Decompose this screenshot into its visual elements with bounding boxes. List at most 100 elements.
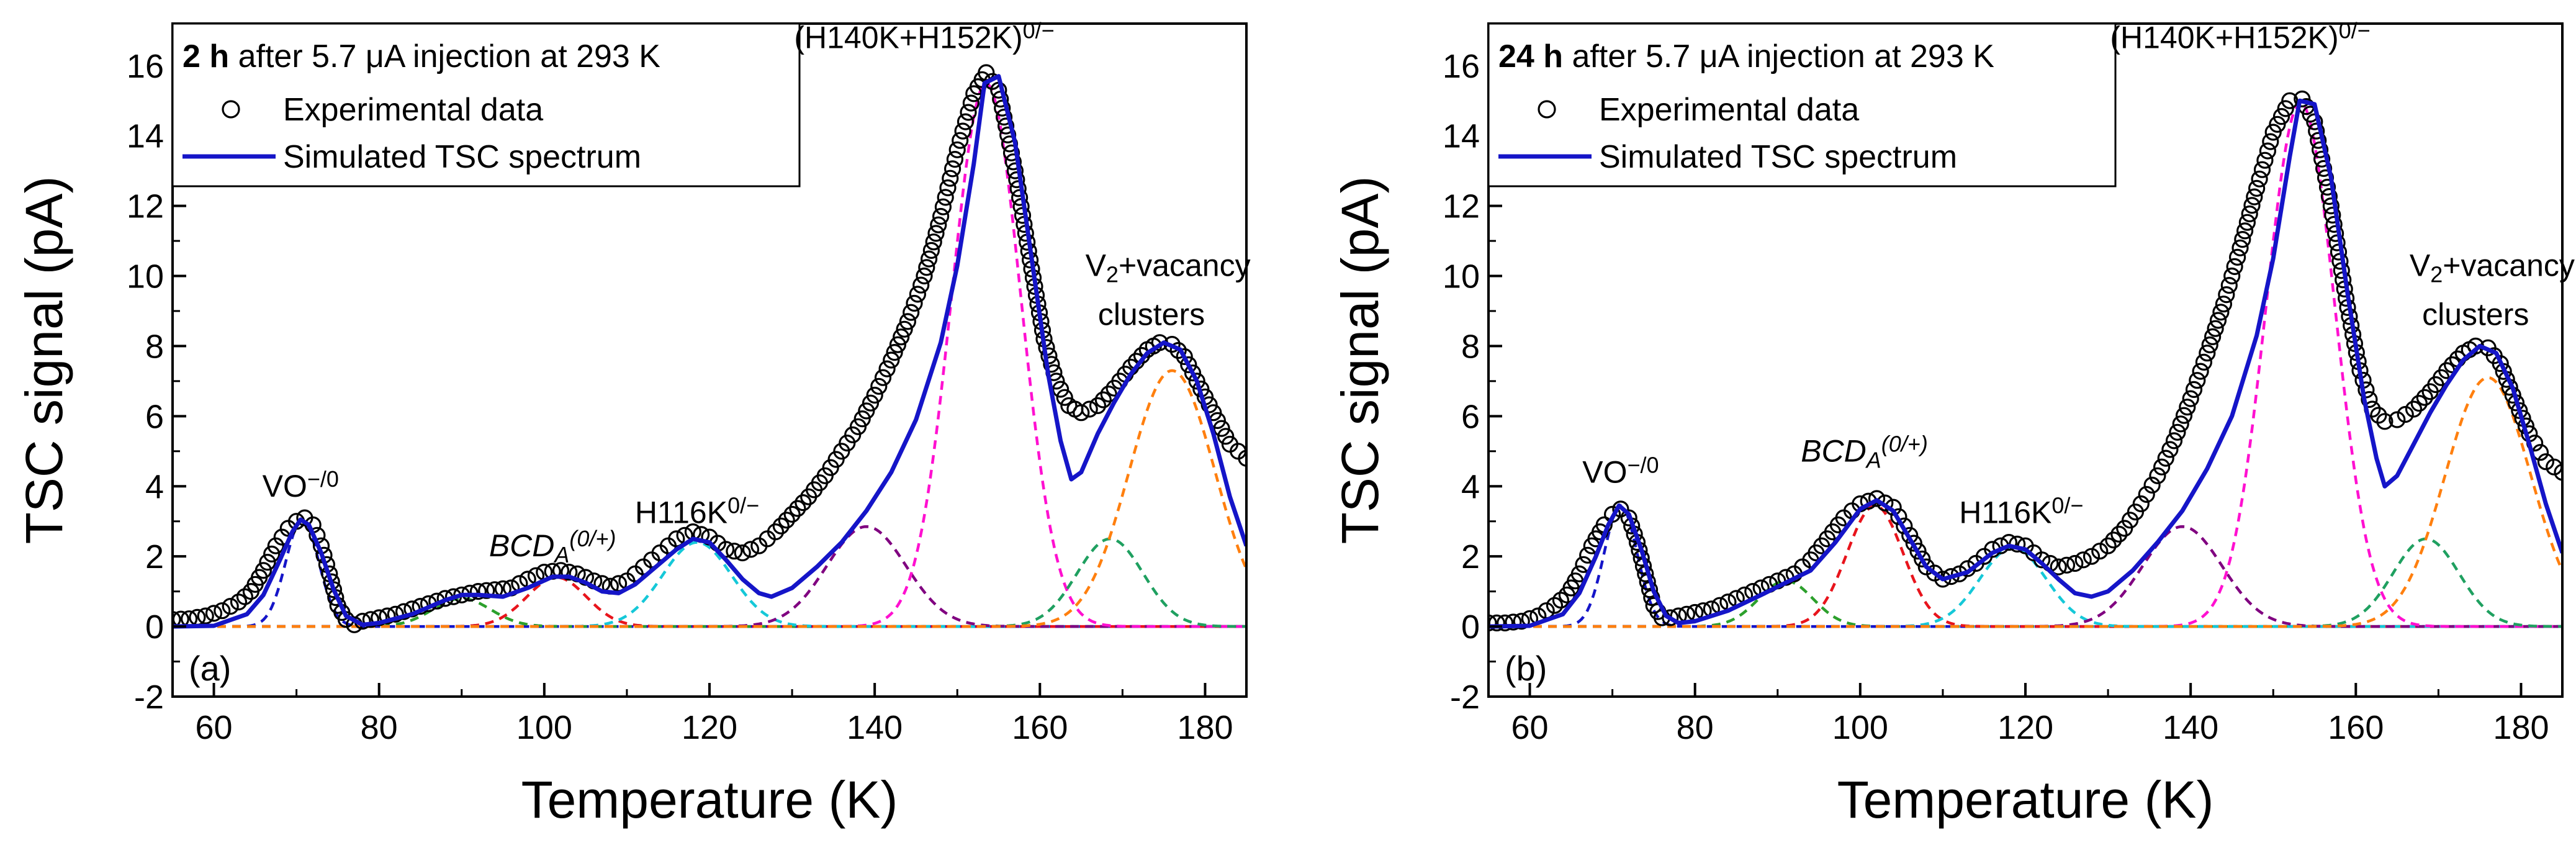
experimental-point — [1011, 189, 1029, 206]
experimental-point — [1169, 341, 1187, 359]
annotation-text: (H140K+H152K) — [2110, 20, 2338, 55]
experimental-point — [2074, 551, 2092, 569]
experimental-point — [2226, 258, 2243, 275]
experimental-point — [778, 512, 795, 529]
experimental-point — [726, 543, 743, 560]
experimental-point — [2410, 394, 2428, 412]
experimental-point — [870, 377, 888, 395]
peak-annotation: VO−/0 — [1582, 452, 1659, 489]
annotation-text-rest: +vacancy — [1119, 248, 1251, 283]
experimental-point — [2172, 415, 2189, 433]
experimental-point — [2195, 353, 2212, 371]
experimental-point — [2397, 405, 2414, 423]
legend-label-simulated: Simulated TSC spectrum — [283, 139, 641, 175]
experimental-point — [1180, 356, 1197, 374]
peak-annotation: VO−/0 — [263, 466, 339, 504]
x-tick-label: 120 — [682, 709, 737, 746]
experimental-point — [1002, 144, 1020, 161]
experimental-point — [2310, 132, 2327, 149]
x-axis-title: Temperature (K) — [521, 770, 898, 829]
experimental-point — [469, 582, 487, 600]
experimental-point — [1073, 404, 1090, 422]
experimental-point — [2251, 170, 2268, 187]
panel-a: 60 80 100 120 140 160 180 -2 0 2 4 6 8 10 12 14 16 Temper… — [15, 17, 1251, 829]
experimental-point — [2262, 133, 2279, 150]
panel-label: (b) — [1505, 649, 1547, 688]
y-tick-label: 10 — [1443, 258, 1480, 296]
annotation-subscript: A — [1865, 448, 1881, 473]
experimental-point — [942, 169, 959, 187]
experimental-point — [2165, 432, 2183, 449]
legend-title-duration: 24 h — [1498, 38, 1563, 75]
legend-title: 2 h after 5.7 μA injection at 293 K — [182, 38, 660, 75]
experimental-point — [2256, 151, 2274, 169]
plot-area — [1488, 90, 2562, 632]
y-tick-label: 0 — [1461, 608, 1480, 646]
peak-annotation: BCDA(0/+) — [1801, 431, 1928, 473]
experimental-point — [2238, 214, 2256, 231]
y-tick-label: 4 — [1461, 468, 1480, 505]
experimental-point — [930, 216, 947, 233]
experimental-point — [2306, 113, 2323, 130]
peak-annotation: clusters — [2422, 297, 2529, 332]
experimental-point — [939, 179, 957, 197]
legend-box — [1487, 22, 2117, 187]
experimental-point — [997, 117, 1015, 135]
experimental-point — [2322, 197, 2340, 215]
experimental-point — [1176, 348, 1193, 366]
annotation-superscript: (0/+) — [1881, 431, 1928, 457]
experimental-point — [2281, 92, 2299, 109]
experimental-point — [1040, 347, 1058, 364]
annotation-text: H116K — [1959, 495, 2051, 530]
experimental-point — [2246, 188, 2263, 205]
x-tick-label: 80 — [361, 709, 398, 746]
experimental-point — [886, 343, 903, 361]
annotation-text: VO — [1582, 455, 1627, 490]
experimental-point — [1238, 449, 1246, 467]
experimental-point — [2083, 548, 2101, 565]
experimental-point — [1505, 613, 1522, 631]
annotation-superscript: (0/+) — [569, 526, 616, 551]
x-tick-label: 180 — [2493, 709, 2549, 746]
annotation-superscript: 0/− — [2339, 17, 2371, 43]
experimental-point — [734, 544, 751, 562]
x-tick-label: 160 — [2328, 709, 2384, 746]
experimental-point — [995, 109, 1013, 126]
experimental-point — [2179, 399, 2196, 416]
y-tick-label: -2 — [1450, 679, 1480, 716]
experimental-point — [371, 609, 388, 626]
legend-title-condition: after 5.7 μA injection at 293 K — [229, 38, 660, 75]
experimental-point — [478, 582, 495, 599]
y-tick-label: 2 — [1461, 538, 1480, 576]
experimental-point — [1184, 364, 1202, 382]
experimental-point — [912, 276, 930, 294]
experimental-point — [1006, 162, 1024, 179]
experimental-point — [2091, 543, 2109, 560]
experimental-point — [2269, 115, 2286, 133]
y-tick-label: 0 — [145, 608, 164, 646]
experimental-point — [2416, 389, 2433, 406]
experimental-point — [1914, 550, 1931, 568]
annotation-text: VO — [263, 469, 307, 504]
experimental-point — [1905, 535, 1922, 552]
experimental-point — [922, 242, 940, 259]
experimental-point — [379, 607, 396, 625]
experimental-point — [2218, 286, 2235, 304]
experimental-point — [2199, 345, 2216, 362]
experimental-point — [862, 394, 880, 412]
experimental-point — [2537, 453, 2554, 471]
y-tick-label: 14 — [1443, 118, 1480, 155]
experimental-point — [2358, 381, 2375, 399]
experimental-point — [222, 597, 239, 615]
experimental-point — [2207, 320, 2224, 337]
experimental-point — [2201, 336, 2218, 354]
experimental-point — [1200, 396, 1218, 413]
peak-annotation: V2+vacancy — [1086, 248, 1251, 287]
experimental-point — [2161, 441, 2179, 458]
legend-label-experimental: Experimental data — [283, 92, 543, 128]
experimental-point — [2215, 296, 2232, 313]
experimental-point — [783, 505, 801, 523]
x-tick-label: 60 — [1511, 709, 1548, 746]
experimental-point — [1188, 373, 1205, 390]
experimental-point — [1513, 612, 1530, 630]
